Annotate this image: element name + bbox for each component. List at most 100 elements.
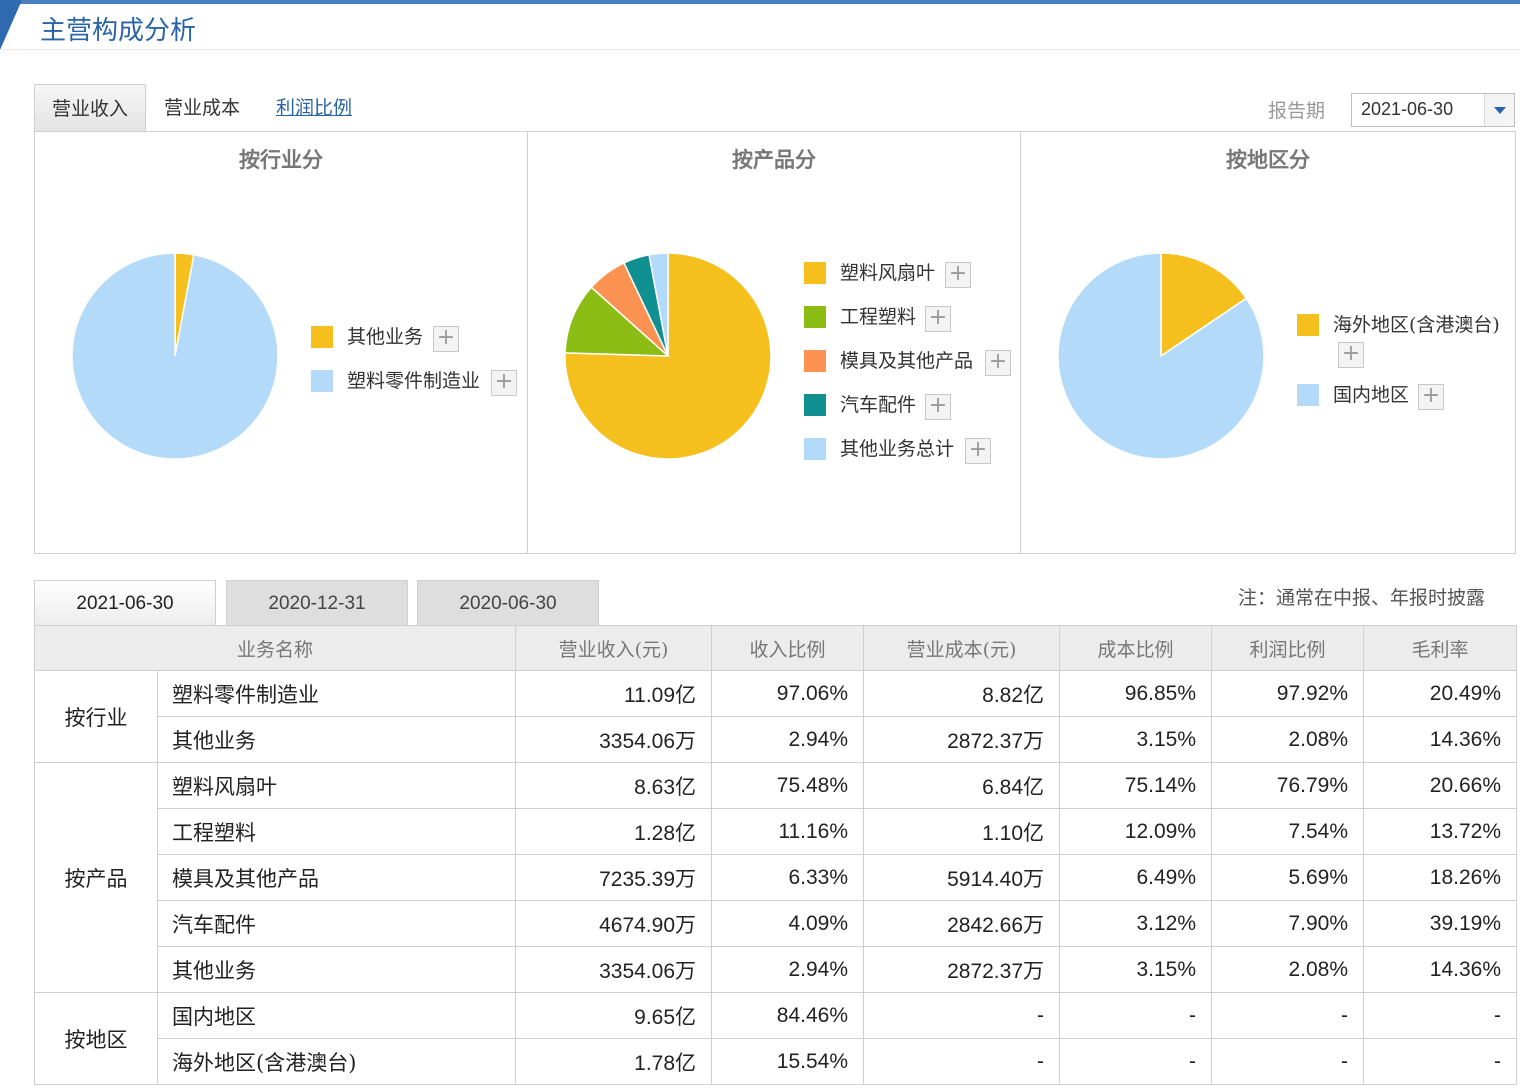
value-cell: 84.46% bbox=[711, 992, 865, 1039]
report-period-select[interactable]: 2021-06-30 bbox=[1351, 93, 1515, 127]
report-period-value: 2021-06-30 bbox=[1361, 99, 1454, 119]
industry-chart-title: 按行业分 bbox=[239, 147, 323, 172]
legend-swatch bbox=[804, 394, 826, 416]
pie-slice-1[interactable] bbox=[564, 286, 671, 357]
region-chart-title: 按地区分 bbox=[1226, 147, 1310, 172]
expand-plus-icon[interactable]: + bbox=[925, 394, 951, 420]
table-row: 按地区 国内地区 9.65亿 84.46% - - - - bbox=[34, 992, 1518, 1085]
business-name-cell: 模具及其他产品 bbox=[156, 854, 517, 901]
legend-label: 工程塑料 bbox=[840, 306, 917, 328]
expand-plus-icon[interactable]: + bbox=[1338, 342, 1364, 368]
tab-period-2020-06-30[interactable]: 2020-06-30 bbox=[417, 580, 599, 625]
header-accent-line bbox=[0, 0, 1520, 4]
value-cell: 2842.66万 bbox=[863, 900, 1061, 947]
table-row: 按产品 塑料风扇叶 8.63亿 75.48% 6.84亿 75.14% 76.79% 20.6… bbox=[34, 762, 1518, 993]
value-cell: - bbox=[1211, 1038, 1365, 1085]
legend-swatch bbox=[1297, 314, 1319, 336]
region-chart-cell: 按地区分 海外地区(含港澳台) + 国内地区 + bbox=[1021, 132, 1515, 553]
business-name-cell: 工程塑料 bbox=[156, 808, 517, 855]
value-cell: 75.48% bbox=[711, 762, 865, 809]
group-label: 按地区 bbox=[34, 992, 158, 1085]
expand-plus-icon[interactable]: + bbox=[433, 326, 459, 352]
business-name-cell: 塑料零件制造业 bbox=[156, 670, 517, 717]
tab-period-2021-06-30[interactable]: 2021-06-30 bbox=[34, 580, 216, 625]
table-row: 其他业务 3354.06万 2.94% 2872.37万 3.15% 2.08% 14.36… bbox=[35, 716, 1518, 763]
table-row: 按行业 塑料零件制造业 11.09亿 97.06% 8.82亿 96.85% 97.92% 2… bbox=[34, 670, 1518, 763]
pie-slice-4[interactable] bbox=[648, 252, 669, 357]
table-row: 模具及其他产品 7235.39万 6.33% 5914.40万 6.49% 5.69% 18… bbox=[35, 854, 1518, 901]
header-revenue: 营业收入(元) bbox=[515, 625, 713, 671]
value-cell: - bbox=[1059, 992, 1213, 1039]
composition-table: 业务名称 营业收入(元) 收入比例 营业成本(元) 成本比例 利润比例 毛利率 … bbox=[33, 625, 1518, 1085]
value-cell: - bbox=[1059, 1038, 1213, 1085]
value-cell: 1.10亿 bbox=[863, 808, 1061, 855]
value-cell: 76.79% bbox=[1211, 762, 1365, 809]
tab-revenue[interactable]: 营业收入 bbox=[34, 84, 146, 132]
business-name-cell: 塑料风扇叶 bbox=[156, 762, 517, 809]
value-cell: 2.94% bbox=[711, 946, 865, 993]
pie-slice-0[interactable] bbox=[1160, 252, 1248, 358]
expand-plus-icon[interactable]: + bbox=[1418, 384, 1444, 410]
group-label: 按产品 bbox=[34, 762, 158, 993]
product-chart-title: 按产品分 bbox=[732, 147, 816, 172]
value-cell: 3.15% bbox=[1059, 716, 1213, 763]
value-cell: 8.63亿 bbox=[515, 762, 713, 809]
business-name-cell: 其他业务 bbox=[156, 946, 517, 993]
value-cell: 6.84亿 bbox=[863, 762, 1061, 809]
report-period-label: 报告期 bbox=[1268, 100, 1326, 122]
header-business-name: 业务名称 bbox=[33, 625, 517, 671]
legend-label: 其他业务总计 bbox=[840, 438, 955, 460]
value-cell: 6.33% bbox=[711, 854, 865, 901]
value-cell: 3.15% bbox=[1059, 946, 1213, 993]
legend-swatch bbox=[804, 438, 826, 460]
pie-slice-1[interactable] bbox=[71, 252, 279, 460]
value-cell: 5914.40万 bbox=[863, 854, 1061, 901]
chart-panel: 按行业分 其他业务 + 塑料零件制造业 + 按产品分 塑料风扇叶 + bbox=[34, 131, 1516, 554]
business-name-cell: 国内地区 bbox=[156, 992, 517, 1039]
expand-plus-icon[interactable]: + bbox=[491, 370, 517, 396]
tab-period-2020-12-31[interactable]: 2020-12-31 bbox=[226, 580, 408, 625]
value-cell: - bbox=[1363, 992, 1518, 1039]
tab-cost[interactable]: 营业成本 bbox=[164, 97, 241, 119]
expand-plus-icon[interactable]: + bbox=[965, 438, 991, 464]
value-cell: 7.54% bbox=[1211, 808, 1365, 855]
value-cell: 2.08% bbox=[1211, 716, 1365, 763]
product-pie-chart bbox=[564, 252, 772, 460]
tab-profit-ratio[interactable]: 利润比例 bbox=[276, 97, 353, 119]
table-header-row: 业务名称 营业收入(元) 收入比例 营业成本(元) 成本比例 利润比例 毛利率 bbox=[33, 625, 1518, 671]
value-cell: 75.14% bbox=[1059, 762, 1213, 809]
region-pie-chart bbox=[1057, 252, 1265, 460]
expand-plus-icon[interactable]: + bbox=[985, 350, 1011, 376]
chevron-down-icon[interactable] bbox=[1484, 94, 1514, 126]
legend-swatch bbox=[804, 350, 826, 372]
industry-pie-chart bbox=[71, 252, 279, 460]
value-cell: 6.49% bbox=[1059, 854, 1213, 901]
legend-label: 其他业务 bbox=[347, 326, 424, 348]
legend-swatch bbox=[1297, 384, 1319, 406]
value-cell: 2872.37万 bbox=[863, 716, 1061, 763]
value-cell: 39.19% bbox=[1363, 900, 1518, 947]
value-cell: 8.82亿 bbox=[863, 670, 1061, 717]
value-cell: 3354.06万 bbox=[515, 716, 713, 763]
table-row: 汽车配件 4674.90万 4.09% 2842.66万 3.12% 7.90% 39.19… bbox=[35, 900, 1518, 947]
product-chart-cell: 按产品分 塑料风扇叶 + 工程塑料 + 模具及其他产品 + 汽车配件 + bbox=[528, 132, 1021, 553]
value-cell: - bbox=[863, 992, 1061, 1039]
disclosure-note: 注：通常在中报、年报时披露 bbox=[1238, 587, 1486, 609]
expand-plus-icon[interactable]: + bbox=[945, 262, 971, 288]
value-cell: 18.26% bbox=[1363, 854, 1518, 901]
value-cell: 2.08% bbox=[1211, 946, 1365, 993]
value-cell: 4674.90万 bbox=[515, 900, 713, 947]
expand-plus-icon[interactable]: + bbox=[925, 306, 951, 332]
industry-chart-cell: 按行业分 其他业务 + 塑料零件制造业 + bbox=[35, 132, 528, 553]
table-row: 海外地区(含港澳台) 1.78亿 15.54% - - - - bbox=[35, 1038, 1518, 1085]
pie-slice-1[interactable] bbox=[1057, 252, 1265, 460]
page-header: 主营构成分析 bbox=[0, 0, 1520, 52]
header-gross-margin: 毛利率 bbox=[1363, 625, 1518, 671]
value-cell: 7.90% bbox=[1211, 900, 1365, 947]
value-cell: 15.54% bbox=[711, 1038, 865, 1085]
table-row: 工程塑料 1.28亿 11.16% 1.10亿 12.09% 7.54% 13.72% bbox=[35, 808, 1518, 855]
page-title: 主营构成分析 bbox=[40, 16, 197, 46]
value-cell: 20.66% bbox=[1363, 762, 1518, 809]
value-cell: 9.65亿 bbox=[515, 992, 713, 1039]
value-cell: 1.28亿 bbox=[515, 808, 713, 855]
